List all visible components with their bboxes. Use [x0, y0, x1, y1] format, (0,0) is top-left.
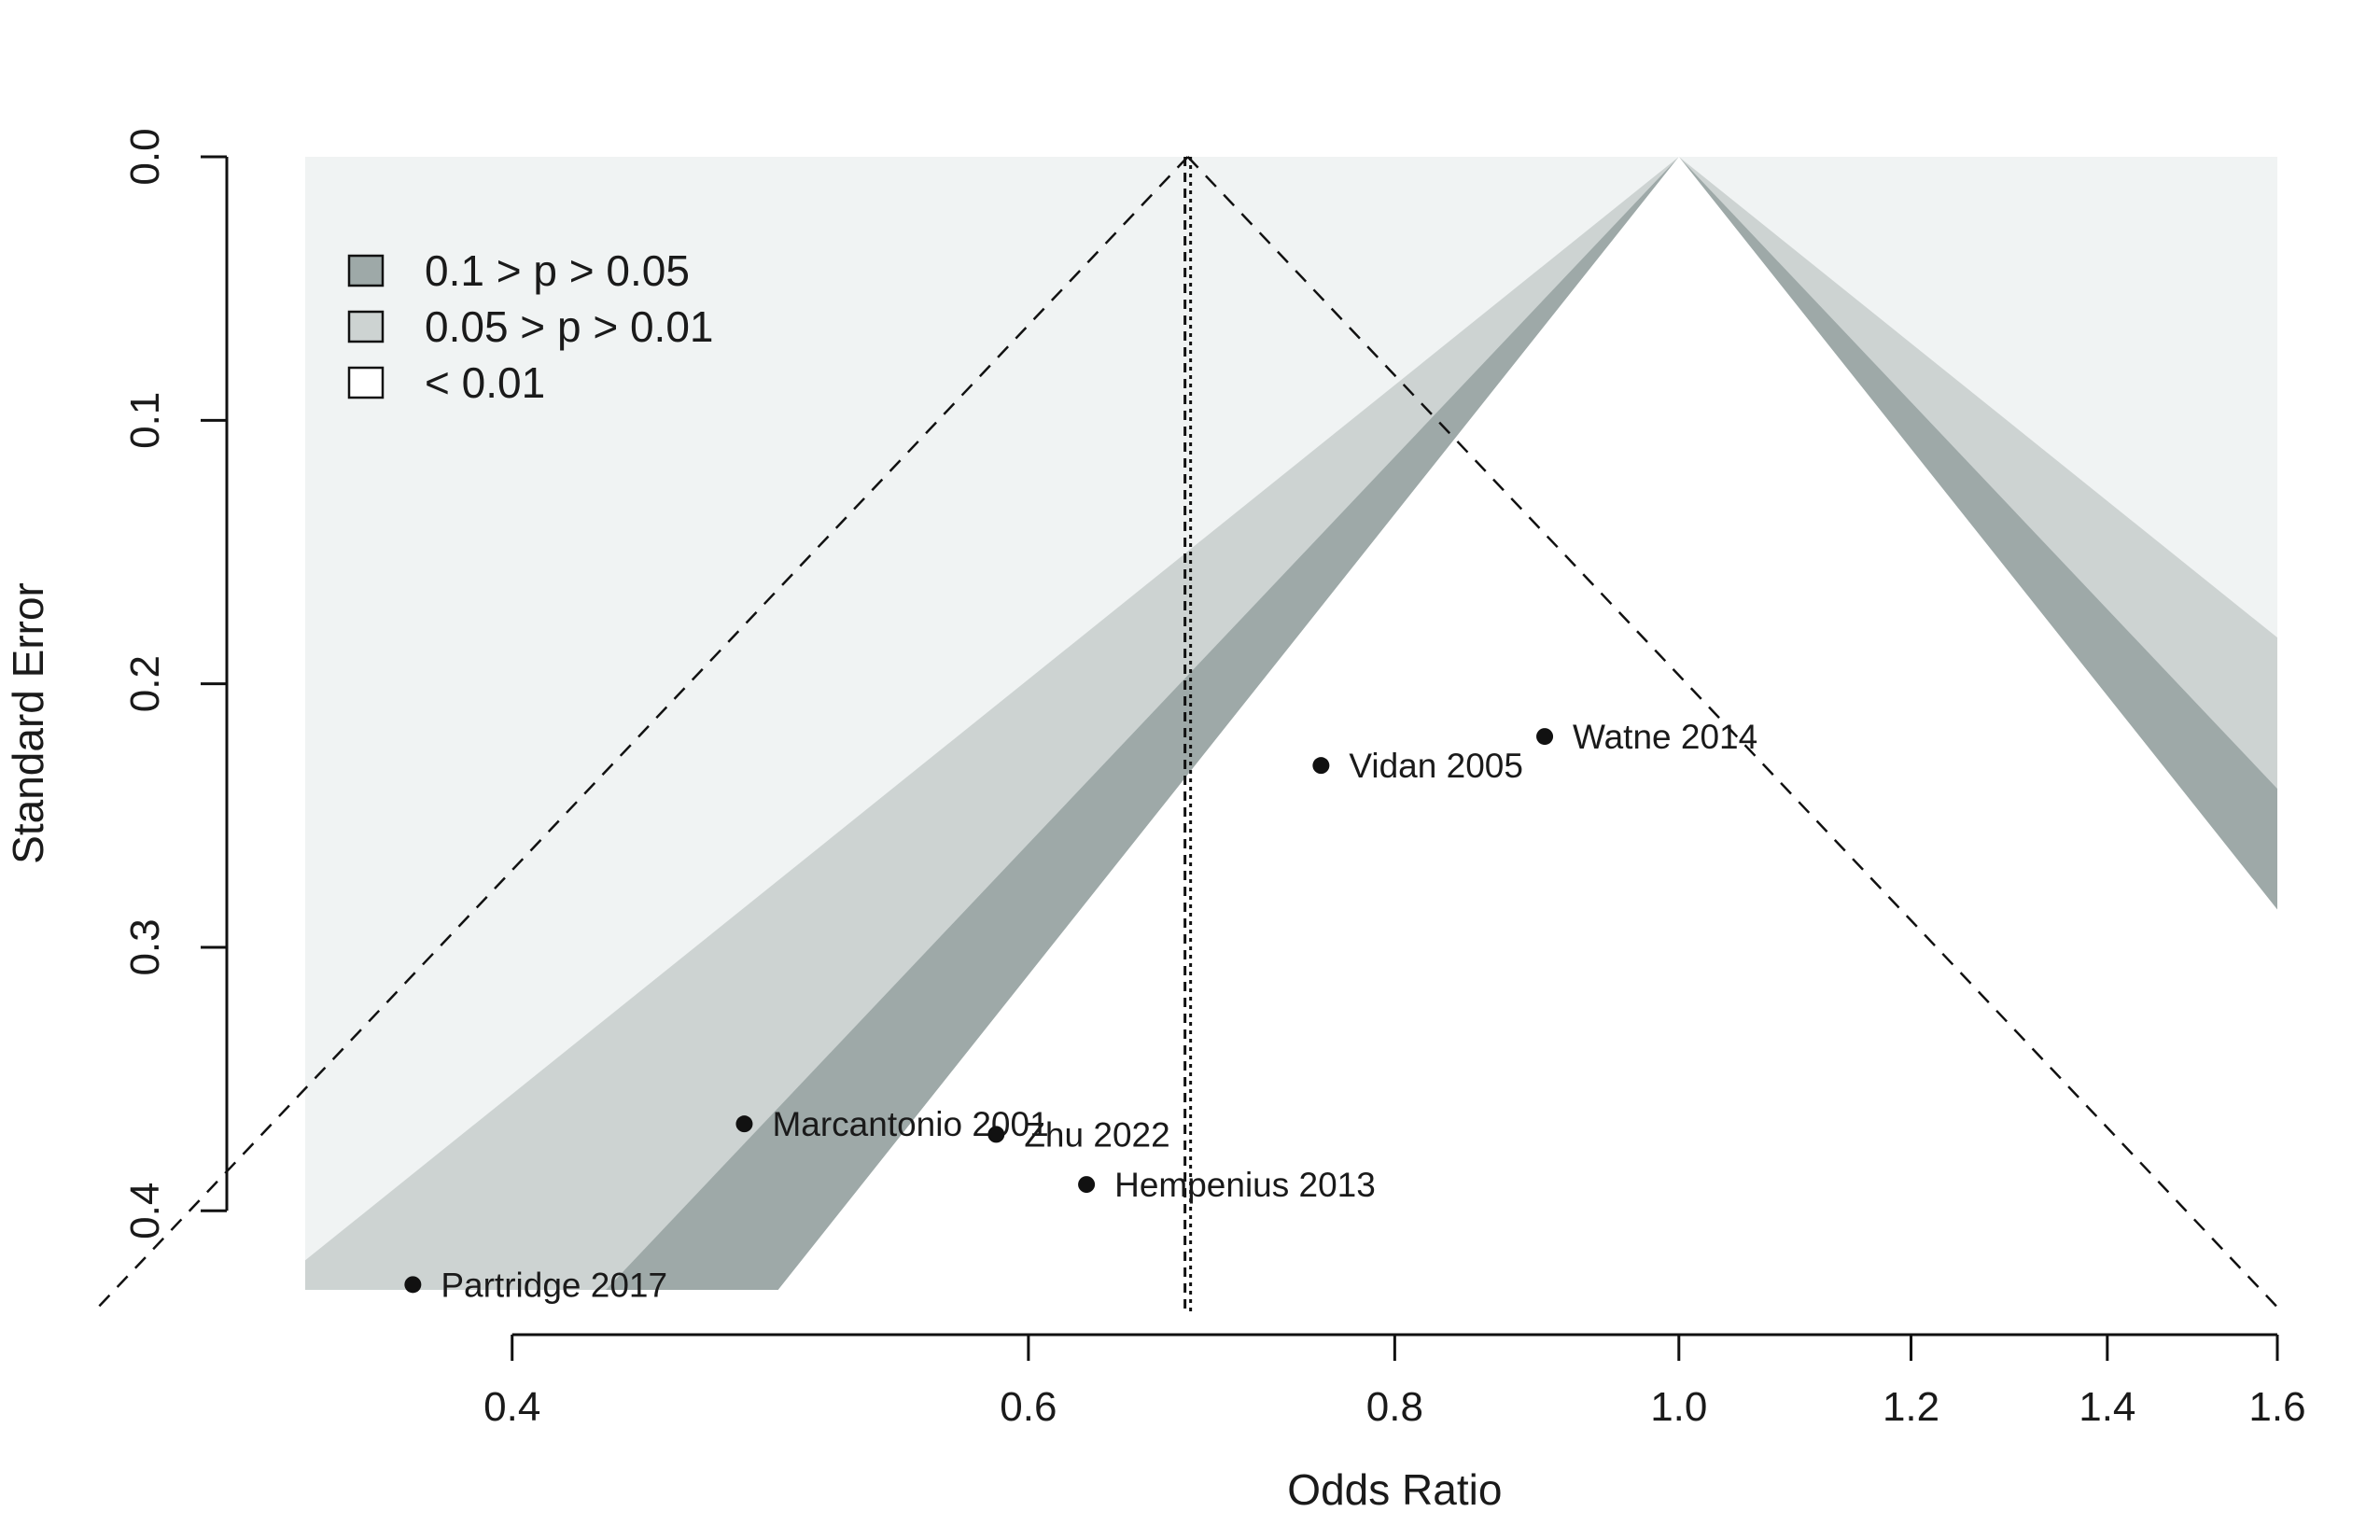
x-axis-title: Odds Ratio: [1287, 1465, 1502, 1514]
x-tick-label: 1.6: [2248, 1384, 2305, 1430]
y-tick-label: 0.1: [122, 392, 168, 449]
legend-label: 0.05 > p > 0.01: [425, 302, 714, 351]
region-not-significant: [777, 157, 2380, 1290]
study-points: Watne 2014 Vidan 2005 Marcantonio 2001Zhu …: [404, 718, 1757, 1304]
study-point: [1078, 1176, 1096, 1194]
x-ticks: 0.4 0.6 0.8 1.0 1.2 1.4 1.6: [483, 1335, 2306, 1430]
y-axis-title: Standard Error: [4, 582, 52, 864]
funnel-limit-right: [1186, 156, 2284, 1314]
study-label: Zhu 2022: [1024, 1115, 1169, 1154]
study-label: Vidan 2005: [1349, 747, 1523, 785]
region-p-0.1-0.05-left: [605, 157, 1679, 1290]
x-tick-label: 0.6: [1000, 1384, 1057, 1430]
legend: 0.1 > p > 0.05 0.05 > p > 0.01 < 0.01: [347, 246, 714, 407]
study-label: Watne 2014: [1573, 718, 1757, 756]
study-point: [735, 1115, 753, 1133]
mask-top: [0, 0, 2380, 157]
mask-right: [2277, 0, 2380, 1540]
region-p-0.05-0.01-left: [268, 157, 1679, 1290]
x-tick-label: 1.2: [1883, 1384, 1939, 1430]
legend-swatch: [347, 254, 385, 287]
legend-label: 0.1 > p > 0.05: [425, 246, 690, 295]
study-point: [1312, 757, 1330, 775]
y-tick-label: 0.0: [122, 128, 168, 185]
y-tick-label: 0.3: [122, 918, 168, 975]
funnel-guides: [91, 156, 2284, 1314]
x-tick-label: 1.4: [2079, 1384, 2135, 1430]
legend-label: < 0.01: [425, 358, 545, 407]
study-point: [404, 1276, 422, 1294]
study-label: Marcantonio 2001: [772, 1105, 1048, 1143]
x-tick-label: 0.8: [1366, 1384, 1423, 1430]
funnel-limit-left: [91, 156, 1189, 1314]
legend-swatch: [347, 366, 385, 399]
y-ticks: 0.0 0.1 0.2 0.3 0.4: [122, 128, 227, 1239]
x-tick-label: 0.4: [483, 1384, 540, 1430]
y-tick-label: 0.4: [122, 1183, 168, 1239]
study-label: Hempenius 2013: [1114, 1166, 1376, 1204]
x-axis: 0.4 0.6 0.8 1.0 1.2 1.4 1.6 Odds Ratio: [483, 1333, 2306, 1514]
study-label: Partridge 2017: [441, 1266, 667, 1304]
x-tick-label: 1.0: [1650, 1384, 1707, 1430]
mask-left: [0, 0, 305, 1540]
y-axis: 0.0 0.1 0.2 0.3 0.4 Standard Error: [4, 128, 229, 1239]
study-point: [1536, 728, 1554, 746]
y-tick-label: 0.2: [122, 655, 168, 712]
mask-bottom: [0, 1290, 2380, 1540]
legend-swatch: [347, 310, 385, 343]
study-point: [987, 1126, 1005, 1143]
